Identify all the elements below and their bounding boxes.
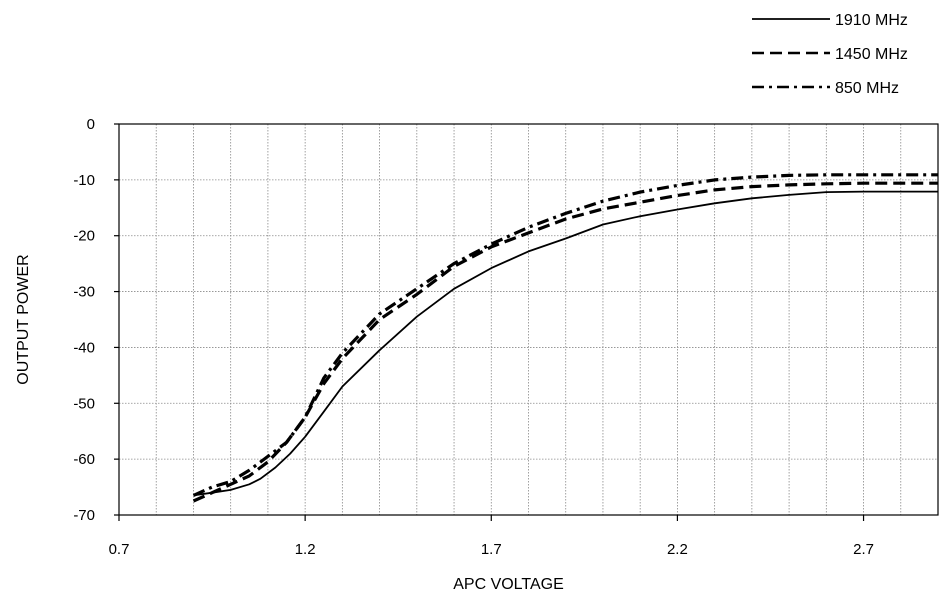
legend-label: 1910 MHz — [835, 12, 908, 29]
grid-lines — [118, 123, 939, 516]
x-axis-title: APC VOLTAGE — [453, 576, 564, 593]
x-tick-label: 1.2 — [295, 541, 316, 558]
y-tick-label: -40 — [73, 339, 95, 356]
y-tick-label: -50 — [73, 395, 95, 412]
series-lines — [192, 173, 938, 503]
x-tick-label: 2.7 — [853, 541, 874, 558]
series-line-3 — [192, 173, 938, 497]
y-tick-label: -30 — [73, 284, 95, 301]
series-line-1 — [193, 190, 938, 497]
y-tick-label: -70 — [73, 507, 95, 524]
axis-ticks: 0 -10 -20 -30 -40 -50 -60 -70 0.7 1.2 1.7 2.2 2.7 — [73, 116, 874, 558]
legend: 1910 MHz 1450 MHz 850 MHz — [752, 12, 908, 97]
legend-label: 850 MHz — [835, 80, 899, 97]
y-tick-label: -20 — [73, 228, 95, 245]
x-tick-label: 0.7 — [109, 541, 130, 558]
series-line-2 — [192, 181, 938, 503]
x-tick-label: 1.7 — [481, 541, 502, 558]
plot-frame — [118, 123, 939, 516]
y-tick-label: -10 — [73, 172, 95, 189]
legend-label: 1450 MHz — [835, 46, 908, 63]
y-axis-title: OUTPUT POWER — [15, 254, 32, 384]
x-tick-label: 2.2 — [667, 541, 688, 558]
y-tick-label: -60 — [73, 451, 95, 468]
y-tick-label: 0 — [87, 116, 95, 133]
